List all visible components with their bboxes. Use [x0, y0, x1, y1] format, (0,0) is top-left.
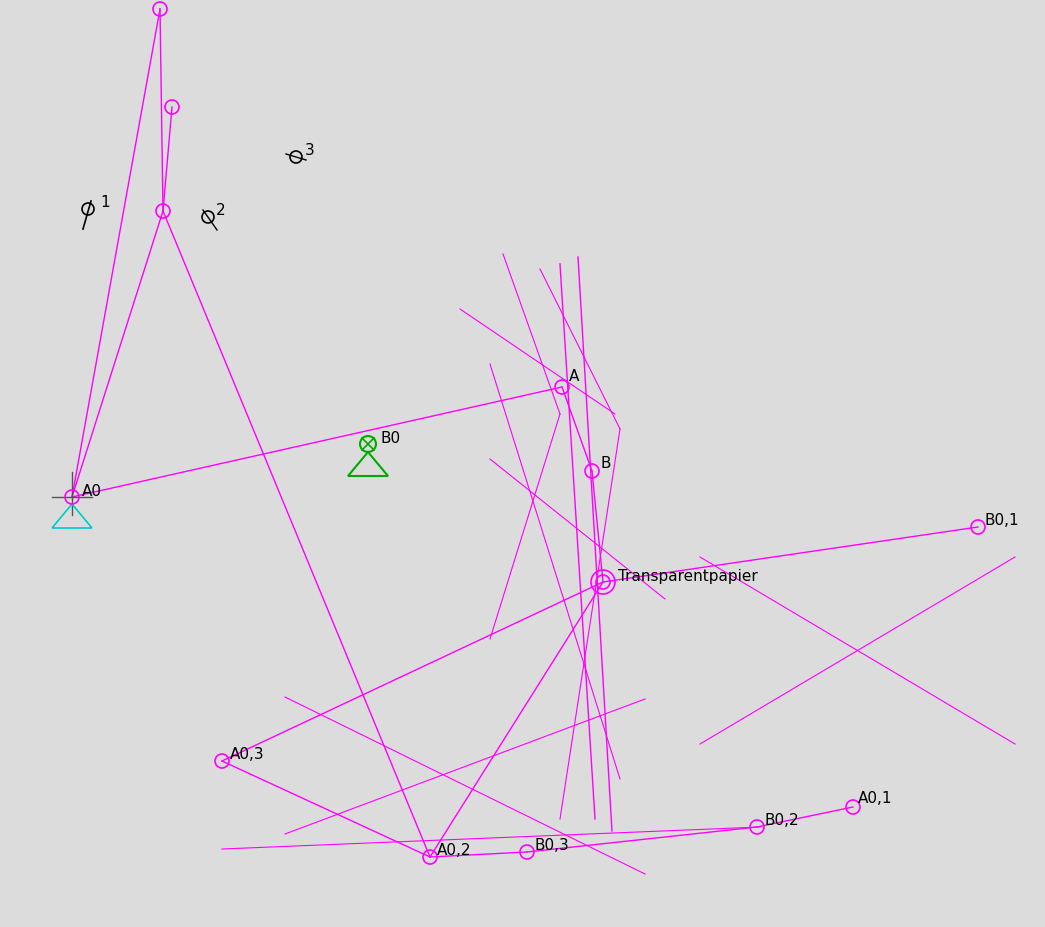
Text: B0,3: B0,3 — [534, 837, 568, 852]
Text: A0,2: A0,2 — [437, 842, 471, 857]
Text: 3: 3 — [305, 143, 315, 158]
Text: 1: 1 — [100, 195, 110, 210]
Text: A: A — [568, 369, 579, 384]
Text: A0,1: A0,1 — [858, 790, 892, 806]
Text: A0: A0 — [82, 484, 102, 499]
Text: Transparentpapier: Transparentpapier — [618, 568, 758, 583]
Text: 2: 2 — [216, 203, 226, 218]
Text: B0: B0 — [380, 430, 400, 446]
Text: B0,1: B0,1 — [985, 513, 1020, 527]
Text: B: B — [601, 455, 611, 471]
Text: A0,3: A0,3 — [230, 746, 264, 761]
Text: B0,2: B0,2 — [764, 812, 798, 827]
